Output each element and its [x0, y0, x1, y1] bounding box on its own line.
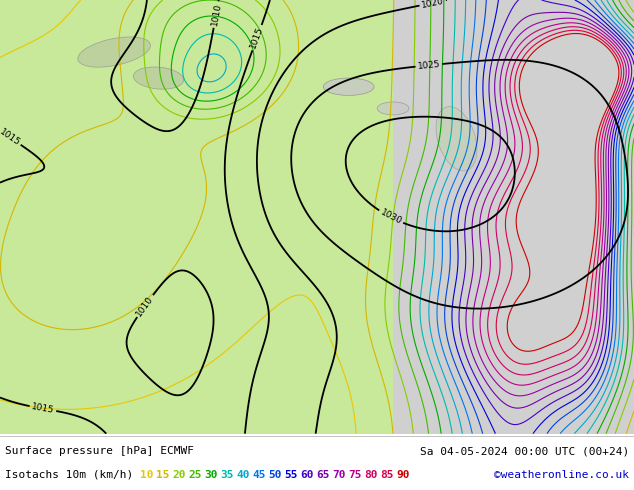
Bar: [393, 0, 634, 434]
Text: 40: 40: [236, 470, 250, 480]
Text: 25: 25: [188, 470, 202, 480]
Text: 35: 35: [220, 470, 233, 480]
Text: 50: 50: [268, 470, 281, 480]
Text: 85: 85: [380, 470, 394, 480]
Text: 1010: 1010: [134, 294, 155, 318]
Text: 60: 60: [300, 470, 314, 480]
Text: 1020: 1020: [420, 0, 445, 10]
Text: Isotachs 10m (km/h): Isotachs 10m (km/h): [5, 470, 140, 480]
Text: Surface pressure [hPa] ECMWF: Surface pressure [hPa] ECMWF: [5, 446, 194, 456]
Ellipse shape: [377, 102, 409, 115]
Text: 1025: 1025: [417, 60, 441, 71]
Ellipse shape: [78, 37, 150, 67]
Text: 70: 70: [332, 470, 346, 480]
Text: 1015: 1015: [249, 25, 265, 50]
Text: 1015: 1015: [0, 127, 22, 147]
Text: 90: 90: [396, 470, 410, 480]
Text: 75: 75: [348, 470, 361, 480]
Bar: [0, 0, 393, 434]
Text: 30: 30: [204, 470, 217, 480]
Text: 1030: 1030: [378, 208, 403, 226]
Text: ©weatheronline.co.uk: ©weatheronline.co.uk: [494, 470, 629, 480]
Text: 55: 55: [284, 470, 297, 480]
Text: 1010: 1010: [210, 2, 223, 26]
Text: 65: 65: [316, 470, 330, 480]
Text: 80: 80: [364, 470, 378, 480]
Text: Isotachs 10m (km/h): Isotachs 10m (km/h): [5, 470, 140, 480]
Ellipse shape: [133, 67, 184, 89]
Ellipse shape: [323, 78, 374, 96]
Text: 15: 15: [156, 470, 169, 480]
Text: 10: 10: [140, 470, 153, 480]
Text: 45: 45: [252, 470, 266, 480]
Ellipse shape: [436, 107, 477, 171]
Text: 20: 20: [172, 470, 186, 480]
Text: Sa 04-05-2024 00:00 UTC (00+24): Sa 04-05-2024 00:00 UTC (00+24): [420, 446, 629, 456]
Text: 1015: 1015: [31, 402, 55, 415]
